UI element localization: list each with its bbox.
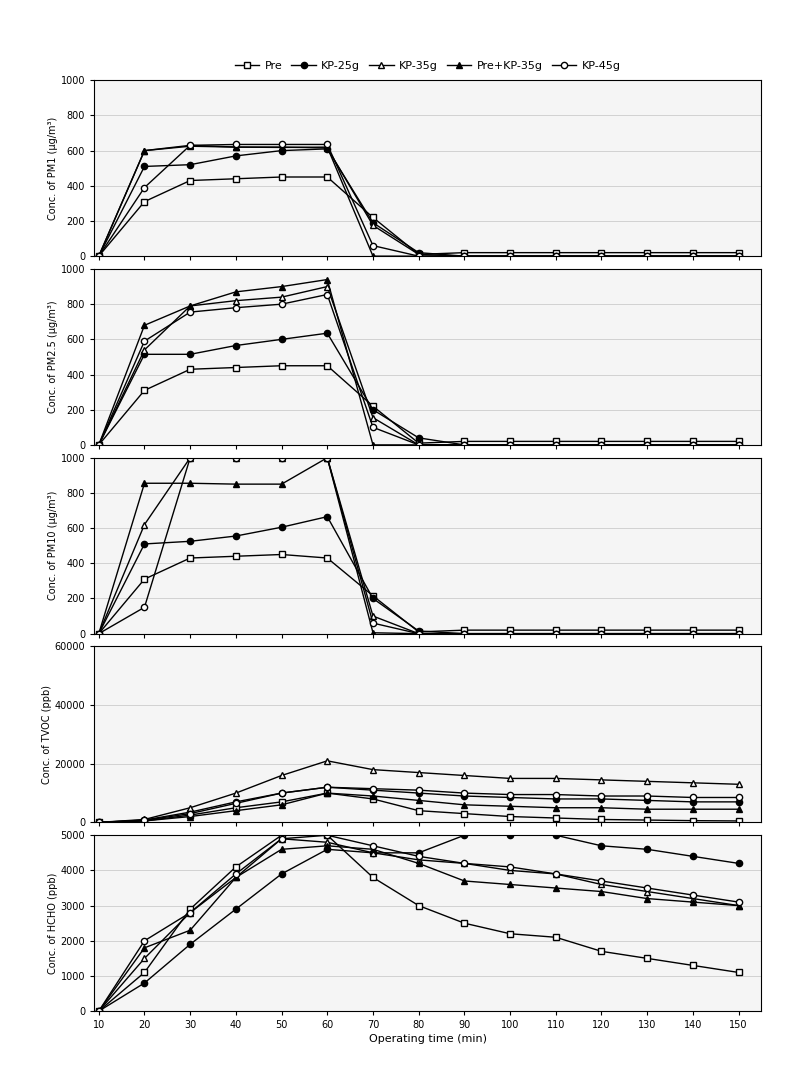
Y-axis label: Conc. of PM10 (μg/m³): Conc. of PM10 (μg/m³) <box>48 491 58 600</box>
Y-axis label: Conc. of HCHO (ppb): Conc. of HCHO (ppb) <box>48 872 58 974</box>
Y-axis label: Conc. of PM1 (μg/m³): Conc. of PM1 (μg/m³) <box>48 117 58 219</box>
Legend: Pre, KP-25g, KP-35g, Pre+KP-35g, KP-45g: Pre, KP-25g, KP-35g, Pre+KP-35g, KP-45g <box>235 61 621 72</box>
X-axis label: Operating time (min): Operating time (min) <box>369 1035 487 1044</box>
Y-axis label: Conc. of PM2.5 (μg/m³): Conc. of PM2.5 (μg/m³) <box>48 301 58 413</box>
Y-axis label: Conc. of TVOC (ppb): Conc. of TVOC (ppb) <box>42 685 52 784</box>
